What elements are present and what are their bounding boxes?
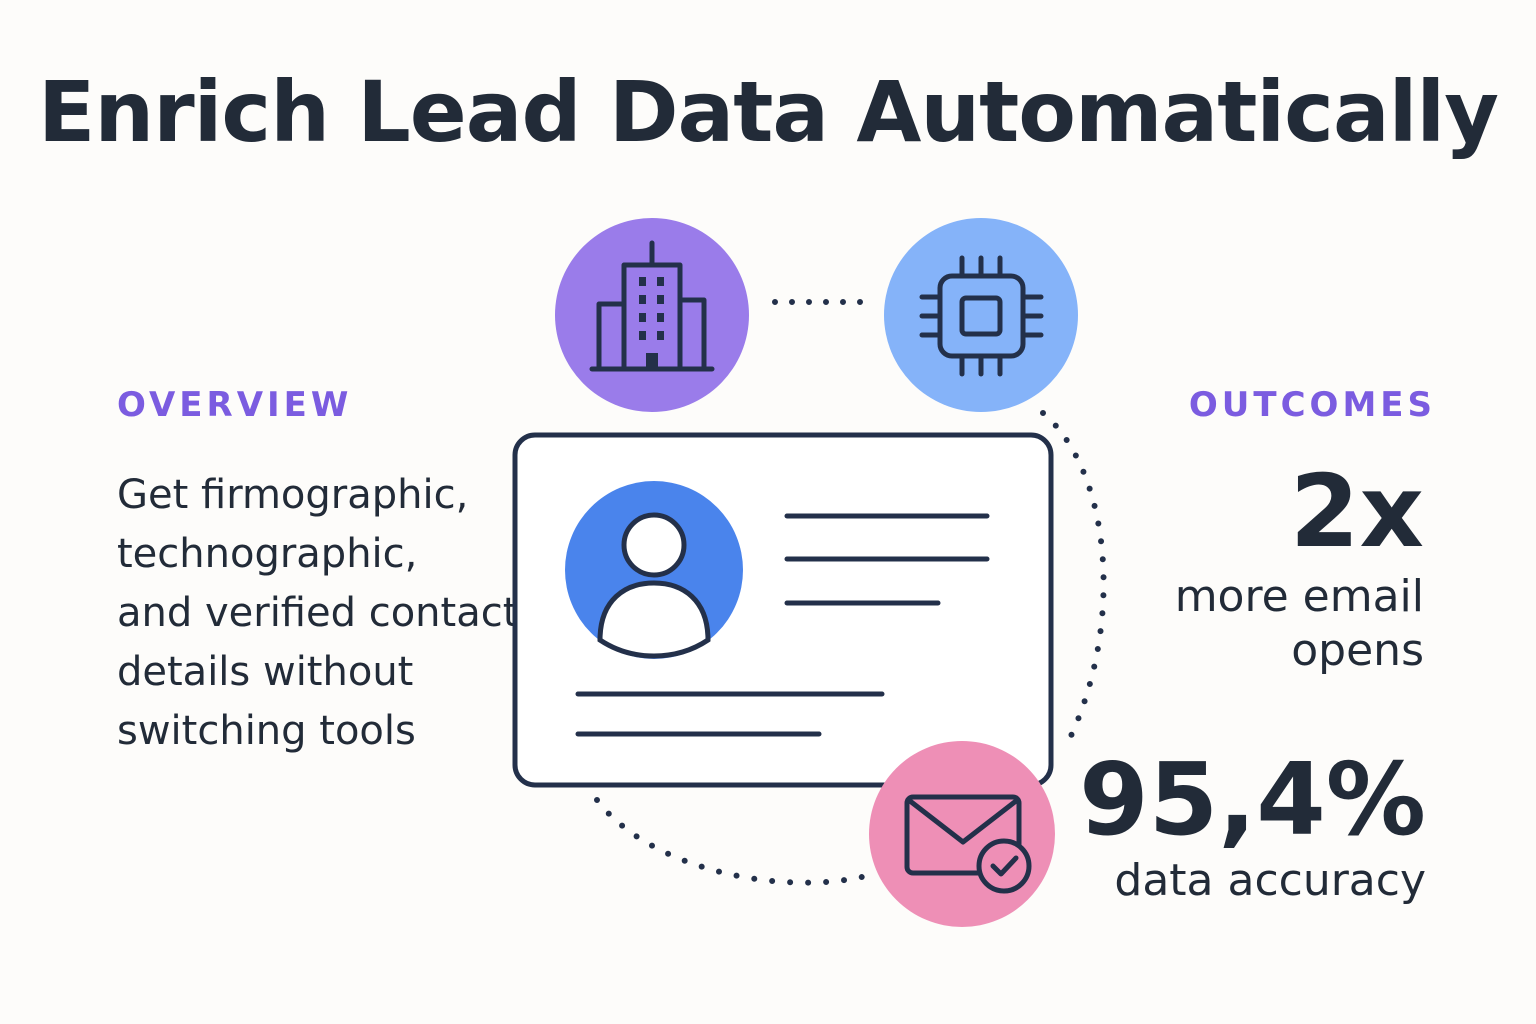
user-avatar-icon — [565, 481, 743, 659]
envelope-check-icon — [869, 741, 1055, 927]
overview-line: Get firmographic, — [117, 472, 469, 518]
overview-line: details without — [117, 649, 414, 695]
outcomes-label: OUTCOMES — [1188, 385, 1436, 425]
dotted-connector-bottom — [594, 797, 865, 886]
stat-description-line: opens — [1291, 625, 1424, 676]
page-title: Enrich Lead Data Automatically — [38, 63, 1499, 161]
building-icon — [555, 218, 749, 412]
stat-value: 2x — [1289, 453, 1424, 570]
stat-email-opens: 2x more email opens — [1175, 462, 1424, 678]
overview-text: Get firmographic, technographic, and ver… — [117, 466, 537, 761]
overview-label: OVERVIEW — [117, 385, 353, 425]
stat-value: 95,4% — [1079, 741, 1426, 858]
overview-line: technographic, — [117, 531, 418, 577]
chip-icon — [884, 218, 1078, 412]
stat-description-line: data accuracy — [1114, 855, 1426, 906]
stat-description-line: more email — [1174, 571, 1424, 622]
overview-line: switching tools — [117, 708, 416, 754]
overview-line: and verified contact — [117, 590, 519, 636]
dotted-connector-right — [1040, 410, 1107, 741]
stat-data-accuracy: 95,4% data accuracy — [1079, 750, 1426, 908]
